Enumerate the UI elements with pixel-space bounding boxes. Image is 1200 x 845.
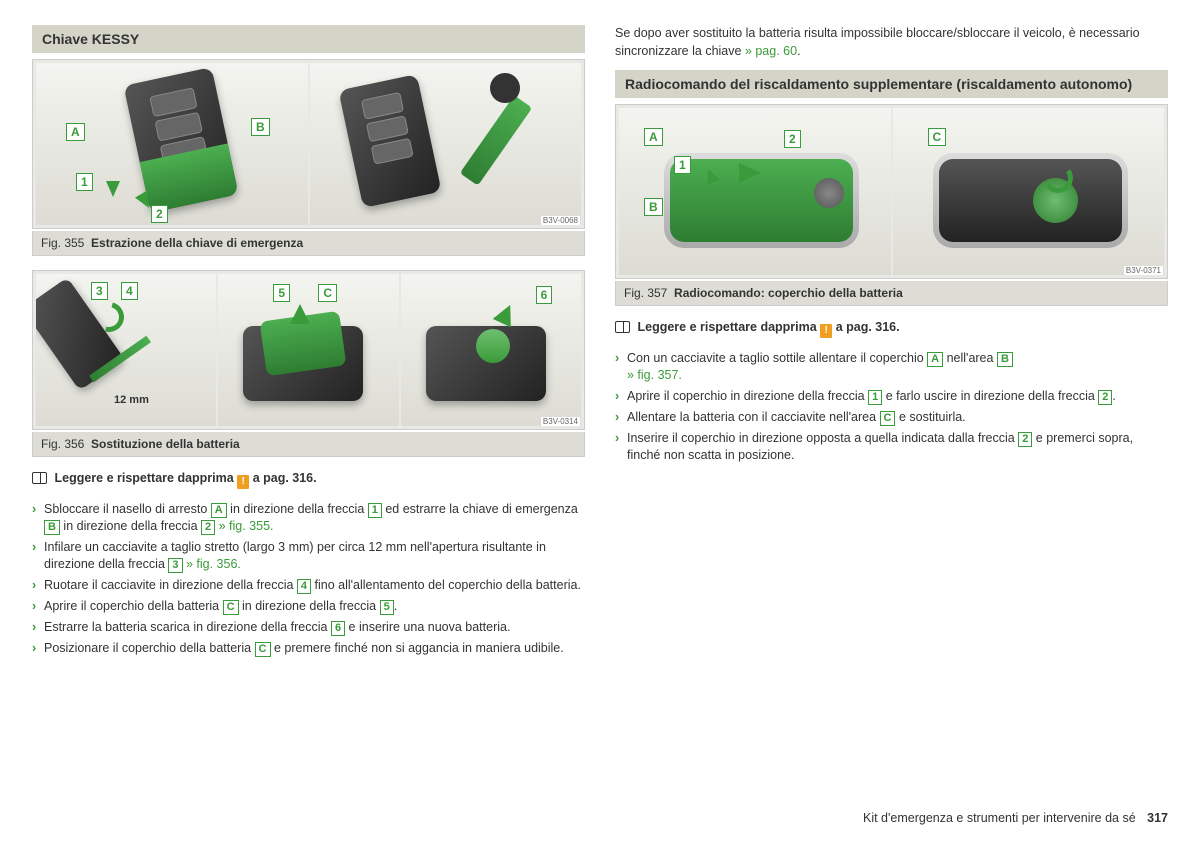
callout-5: 5 (273, 284, 290, 302)
step-4: Aprire il coperchio della batteria C in … (32, 598, 585, 615)
figure-357: A 1 2 B C B3V-0371 (615, 104, 1168, 279)
step-2: Infilare un cacciavite a taglio stretto … (32, 539, 585, 573)
fig357-caption: Fig. 357 Radiocomando: coperchio della b… (615, 281, 1168, 306)
fig356-panel-1: 3 4 12 mm (36, 274, 216, 426)
rstep-3: Allentare la batteria con il cacciavite … (615, 409, 1168, 426)
fig356-panel-3: 6 (401, 274, 581, 426)
callout-2: 2 (151, 205, 168, 223)
callout-A: A (66, 123, 85, 141)
fig357-panel-1: A 1 2 B (619, 108, 891, 275)
figure-355: A B 1 2 B3V-0068 (32, 59, 585, 229)
book-icon (615, 321, 630, 333)
fig355-panel-2 (310, 63, 582, 225)
footer-text: Kit d'emergenza e strumenti per interven… (863, 811, 1136, 825)
read-note-left: Leggere e rispettare dapprima ! a pag. 3… (32, 471, 585, 489)
fig356-caption: Fig. 356 Sostituzione della batteria (32, 432, 585, 457)
instructions-left: Sbloccare il nasello di arresto A in dir… (32, 501, 585, 657)
right-column: Se dopo aver sostituito la batteria risu… (615, 25, 1168, 667)
callout-Bb: B (644, 198, 663, 216)
page-footer: Kit d'emergenza e strumenti per interven… (863, 811, 1168, 825)
step-6: Posizionare il coperchio della batteria … (32, 640, 585, 657)
fig355-panel-1: A B 1 2 (36, 63, 308, 225)
fig355-code: B3V-0068 (541, 216, 580, 225)
fig355-caption: Fig. 355 Estrazione della chiave di emer… (32, 231, 585, 256)
read-note-right: Leggere e rispettare dapprima ! a pag. 3… (615, 320, 1168, 338)
fig357-code: B3V-0371 (1124, 266, 1163, 275)
callout-3: 3 (91, 282, 108, 300)
heading-kessy: Chiave KESSY (32, 25, 585, 53)
rstep-1: Con un cacciavite a taglio sottile allen… (615, 350, 1168, 384)
heading-radiocomando: Radiocomando del riscaldamento supplemen… (615, 70, 1168, 98)
intro-text: Se dopo aver sostituito la batteria risu… (615, 25, 1168, 60)
left-column: Chiave KESSY A B 1 2 (32, 25, 585, 667)
dim-12mm: 12 mm (114, 394, 149, 406)
step-5: Estrarre la batteria scarica in direzion… (32, 619, 585, 636)
figure-356: 3 4 12 mm 5 C 6 (32, 270, 585, 430)
callout-Cb: C (928, 128, 947, 146)
fig356-code: B3V-0314 (541, 417, 580, 426)
step-3: Ruotare il cacciavite in direzione della… (32, 577, 585, 594)
warn-icon: ! (820, 324, 832, 338)
rstep-2: Aprire il coperchio in direzione della f… (615, 388, 1168, 405)
instructions-right: Con un cacciavite a taglio sottile allen… (615, 350, 1168, 464)
callout-A2: A (644, 128, 663, 146)
callout-2b: 2 (784, 130, 801, 148)
callout-4: 4 (121, 282, 138, 300)
book-icon (32, 472, 47, 484)
callout-6: 6 (536, 286, 553, 304)
callout-C: C (318, 284, 337, 302)
warn-icon: ! (237, 475, 249, 489)
callout-B: B (251, 118, 270, 136)
fig356-panel-2: 5 C (218, 274, 398, 426)
rstep-4: Inserire il coperchio in direzione oppos… (615, 430, 1168, 464)
fig357-panel-2: C (893, 108, 1165, 275)
step-1: Sbloccare il nasello di arresto A in dir… (32, 501, 585, 535)
callout-1b: 1 (674, 156, 691, 174)
page-number: 317 (1147, 811, 1168, 825)
callout-1: 1 (76, 173, 93, 191)
